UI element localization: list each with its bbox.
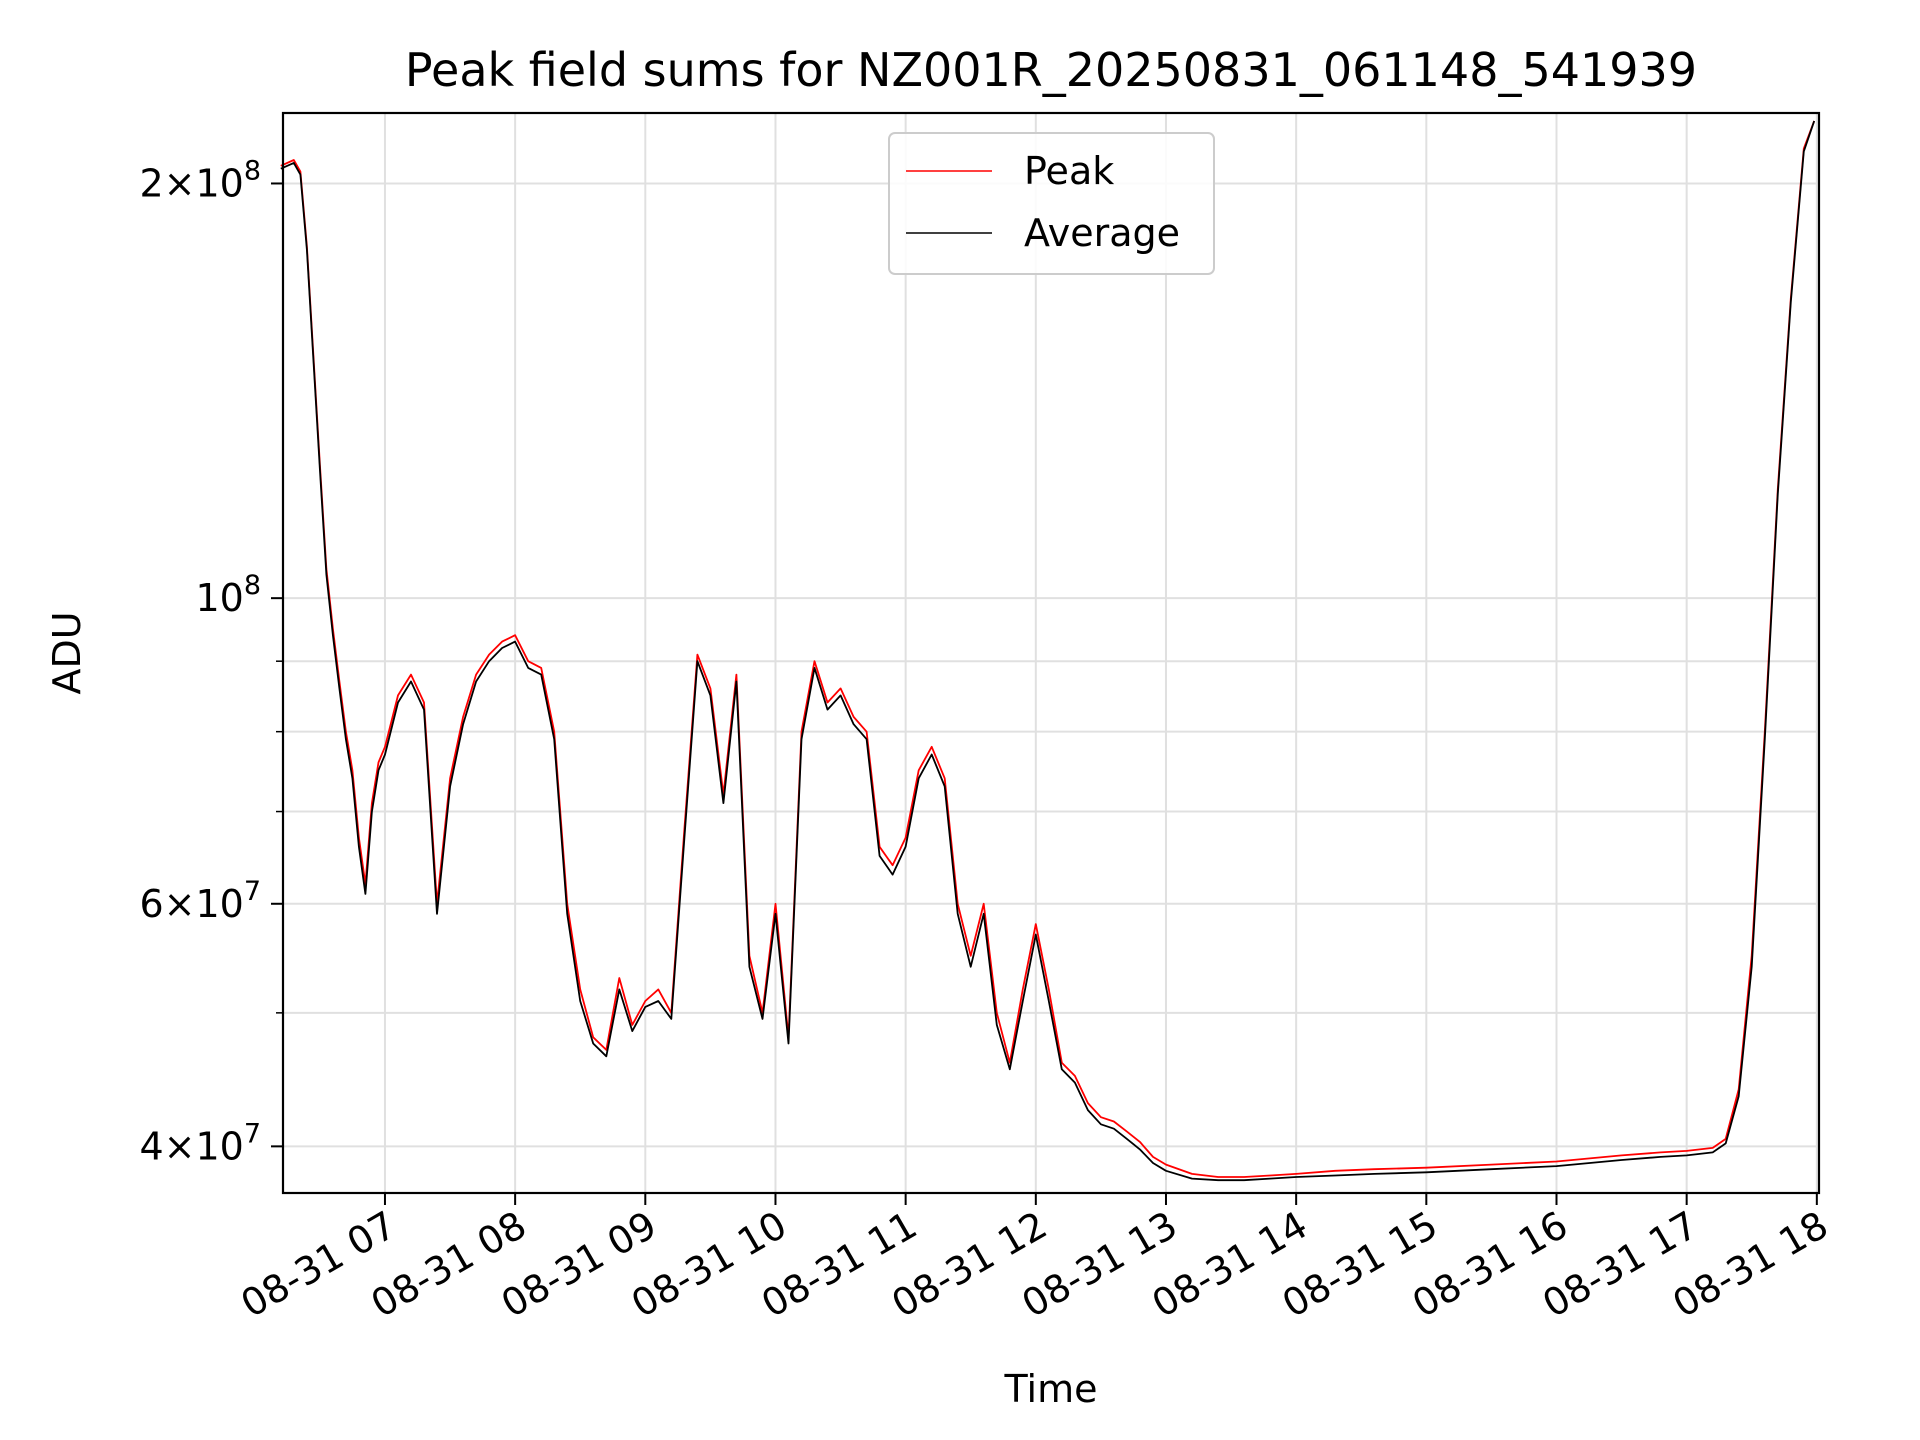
legend-box bbox=[888, 132, 1215, 275]
series-layer bbox=[280, 120, 1816, 1182]
legend-label-peak: Peak bbox=[1024, 149, 1114, 193]
y-axis-label: ADU bbox=[45, 611, 89, 694]
y-tick-label: 108 bbox=[195, 570, 261, 620]
y-tick-label: 2×108 bbox=[139, 155, 261, 205]
plot-area-frame bbox=[281, 111, 1821, 1195]
series-line-average bbox=[280, 120, 1816, 1182]
y-tick-label: 4×107 bbox=[139, 1118, 261, 1168]
y-axis: 4×107 6×107 108 2×108 bbox=[139, 155, 283, 1168]
y-tick-label: 6×107 bbox=[139, 876, 261, 926]
x-axis-label: Time bbox=[1004, 1367, 1098, 1411]
legend-label-average: Average bbox=[1024, 211, 1180, 255]
legend: Peak Average bbox=[888, 132, 1215, 275]
series-line-peak bbox=[280, 120, 1816, 1178]
chart-title: Peak field sums for NZ001R_20250831_0611… bbox=[405, 43, 1697, 97]
